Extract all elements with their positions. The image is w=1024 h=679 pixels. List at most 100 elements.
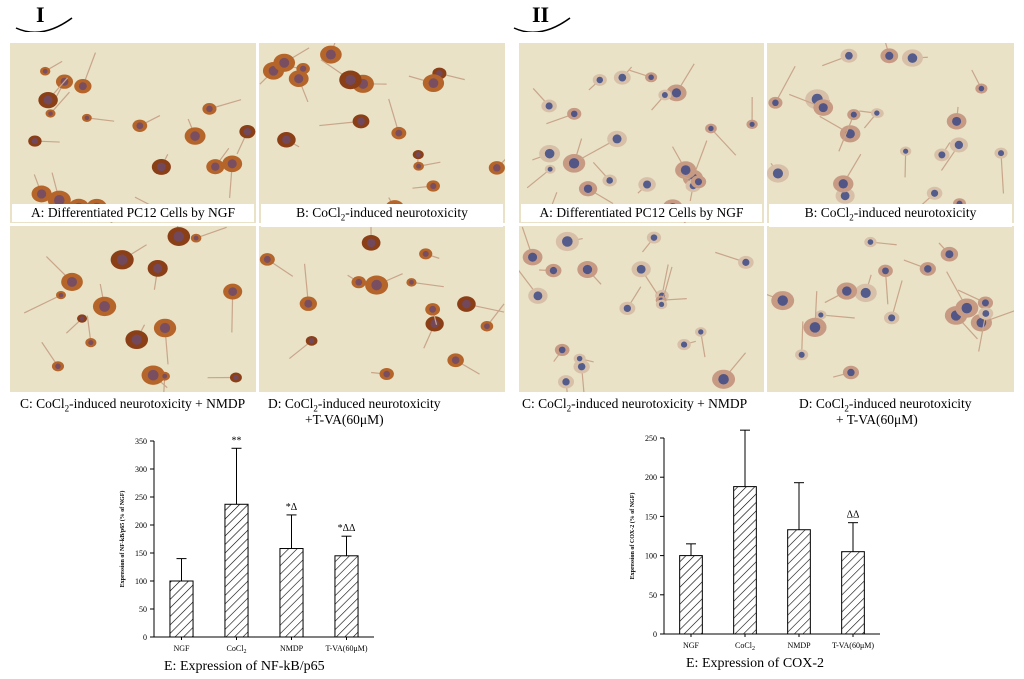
cell-nucleus <box>650 234 658 241</box>
x-tick-label: CoCl2 <box>735 641 755 652</box>
cell-nucleus <box>451 356 460 364</box>
cell-nucleus <box>648 74 654 81</box>
cell-neurite <box>660 266 673 305</box>
cell-nucleus <box>772 168 784 179</box>
cell-nucleus <box>54 194 65 206</box>
cell-nucleus <box>661 92 668 98</box>
cell-nucleus <box>58 292 64 298</box>
cell-nucleus <box>547 166 553 172</box>
caption-ii-b: B: CoCl2-induced neurotoxicity <box>769 204 1012 227</box>
cell-nucleus <box>371 279 382 291</box>
micrograph-ii-b <box>767 43 1014 223</box>
cell-nucleus <box>190 131 200 141</box>
x-tick-label: CoCl2 <box>227 644 247 655</box>
micrograph-i-a <box>10 43 256 223</box>
micrograph-i-c <box>10 226 256 392</box>
cell-nucleus <box>279 57 290 68</box>
cell-nucleus <box>618 73 627 82</box>
x-tick-label: T-VA(60μM) <box>325 644 367 653</box>
micrograph-i-d <box>259 226 505 392</box>
cell-nucleus <box>282 135 291 145</box>
cell-nucleus <box>233 374 239 381</box>
cell-nucleus <box>294 74 304 84</box>
chart-caption-nfkb: E: Expression of NF-kB/p65 <box>164 659 325 674</box>
chart-cox2: 0 50 100 150 200 250 Expression of COX-2 (% of… <box>629 426 880 652</box>
caption-i-d-line2: +T-VA(60μM) <box>305 412 384 427</box>
cell-nucleus <box>48 111 53 116</box>
cell-nucleus <box>43 95 53 105</box>
cell-nucleus <box>355 278 363 286</box>
significance-label: ** <box>740 426 750 428</box>
cell-nucleus <box>570 110 578 118</box>
cell-nucleus <box>680 341 688 348</box>
cell-nucleus <box>416 163 422 169</box>
panel-ii-label: II <box>532 2 550 27</box>
caption-ii-d-line2: + T-VA(60μM) <box>836 412 918 427</box>
cell-nucleus <box>55 363 61 370</box>
cell-nucleus <box>193 235 199 241</box>
cell-nucleus <box>982 310 990 317</box>
cell-nucleus <box>462 299 471 309</box>
cell-nucleus <box>818 312 824 318</box>
y-tick-label: 0 <box>143 633 147 642</box>
cell-nucleus <box>708 125 714 132</box>
cell-nucleus <box>658 301 665 307</box>
cell-nucleus <box>415 152 421 158</box>
caption-ii-c: C: CoCl2-induced neurotoxicity + NMDP <box>522 396 748 414</box>
y-tick-label: 250 <box>645 434 657 443</box>
cell-neurite <box>710 128 737 156</box>
cell-nucleus <box>42 68 48 74</box>
x-tick-label: NMDP <box>787 641 811 650</box>
caption-ii-d: D: CoCl2-induced neurotoxicity <box>799 396 972 414</box>
x-tick-label: NGF <box>173 644 190 653</box>
bar <box>169 580 194 638</box>
cell-nucleus <box>549 266 558 275</box>
cell-nucleus <box>606 177 613 184</box>
significance-label: ** <box>232 435 242 446</box>
y-tick-label: 100 <box>135 577 147 586</box>
cell-nucleus <box>583 184 593 193</box>
cell-nucleus <box>582 264 593 275</box>
y-tick-label: 300 <box>135 465 147 474</box>
cell-nucleus <box>845 129 855 139</box>
cell-nucleus <box>211 162 220 171</box>
caption-i-a: A: Differentiated PC12 Cells by NGF <box>12 204 254 222</box>
x-tick-label: NGF <box>683 641 700 650</box>
cell-nucleus <box>31 138 38 145</box>
cell-nucleus <box>36 189 47 199</box>
cell-nucleus <box>596 76 603 84</box>
cell-neurite <box>50 91 70 114</box>
y-axis-label: Expression of COX-2 (% of NGF) <box>629 493 636 580</box>
panel-ii-arc-decoration <box>513 17 571 32</box>
caption-i-b: B: CoCl2-induced neurotoxicity <box>261 204 503 227</box>
y-tick-label: 50 <box>139 605 147 614</box>
y-tick-label: 50 <box>649 591 657 600</box>
cell-nucleus <box>945 250 954 259</box>
cell-neurite <box>1000 153 1005 194</box>
cell-nucleus <box>131 334 142 345</box>
cell-neurite <box>195 226 227 239</box>
cell-nucleus <box>838 179 848 189</box>
cell-nucleus <box>533 291 543 301</box>
x-tick-label: NMDP <box>280 644 304 653</box>
cell-nucleus <box>159 322 171 334</box>
cell-nucleus <box>888 314 896 322</box>
cell-nucleus <box>409 279 414 285</box>
cell-nucleus <box>643 180 652 189</box>
cell-nucleus <box>429 305 437 313</box>
cell-nucleus <box>698 329 704 335</box>
y-tick-label: 150 <box>645 512 657 521</box>
cell-neurite <box>774 65 796 104</box>
micrograph-ii-d <box>767 226 1014 392</box>
cell-nucleus <box>79 316 85 321</box>
cell-nucleus <box>850 111 857 118</box>
cell-nucleus <box>742 258 750 266</box>
cell-nucleus <box>612 134 622 144</box>
cell-nucleus <box>88 340 94 346</box>
cell-nucleus <box>903 148 909 154</box>
y-tick-label: 0 <box>653 630 657 639</box>
cell-neurite <box>23 294 62 314</box>
cell-nucleus <box>206 105 213 113</box>
cell-nucleus <box>842 286 852 296</box>
cell-neurite <box>838 114 855 152</box>
